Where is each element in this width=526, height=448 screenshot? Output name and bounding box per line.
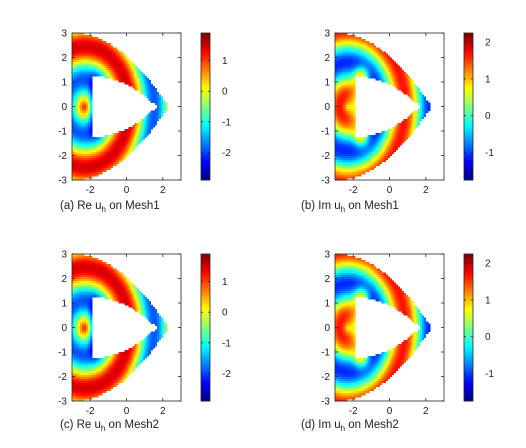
colorbar-tick-label: 1 [485,74,491,85]
x-tick-label: 2 [160,185,166,196]
x-tick-label: -2 [349,185,358,196]
field-cell [161,96,163,98]
y-tick-label: -1 [58,127,67,138]
caption-a: (a) Re uh on Mesh1 [60,200,160,212]
y-tick-label: 0 [61,102,67,113]
colorbar-step [201,33,210,36]
colorbar-tick-label: 0 [485,111,491,122]
field-cell [149,80,151,82]
colorbar-step [464,33,473,36]
y-tick-label: 1 [61,78,67,89]
y-tick-label: -2 [321,151,330,162]
field-cell [424,96,426,98]
colorbar-tick-label: 2 [485,38,491,49]
y-tick-label: -2 [58,151,67,162]
x-tick-label: 0 [387,185,393,196]
field-cell [155,88,157,90]
x-tick-label: 2 [423,185,429,196]
field-cell [418,88,420,90]
colorbar: -2 -1 0 1 [201,33,231,181]
colorbar-tick-label: 1 [222,56,228,67]
colorbar-tick-label: -1 [485,148,494,159]
plot-area: -2 0 2 -3 -2 -1 0 1 2 3 [321,29,444,197]
y-tick-label: 3 [61,29,67,40]
y-tick-label: -3 [58,176,67,187]
y-tick-label: 2 [324,53,330,64]
colorbar-tick-label: -1 [222,117,231,128]
field-cell [428,102,430,104]
x-tick-label: 0 [124,185,130,196]
plot-a: -2 0 2 -3 -2 -1 0 1 2 3 -2 -1 0 1 [0,0,263,221]
field-cell [165,102,167,104]
colorbar-tick-label: -2 [222,148,231,159]
panel-b: -2 0 2 -3 -2 -1 0 1 2 3 -1 0 1 2 (b) Im uh on Mesh1 [263,0,526,221]
field-cell [412,80,414,82]
plot-b: -2 0 2 -3 -2 -1 0 1 2 3 -1 0 1 2 [263,0,526,221]
y-tick-label: 2 [61,53,67,64]
y-tick-label: 0 [324,102,330,113]
plot-area: -2 0 2 -3 -2 -1 0 1 2 3 [58,29,181,197]
y-tick-label: 1 [324,78,330,89]
y-tick-label: -3 [321,176,330,187]
y-tick-label: 3 [324,29,330,40]
colorbar: -1 0 1 2 [464,33,494,181]
caption-b: (b) Im uh on Mesh1 [301,200,399,212]
x-tick-label: -2 [86,185,95,196]
colorbar-tick-label: 0 [222,87,228,98]
y-tick-label: -1 [321,127,330,138]
panel-a: -2 0 2 -3 -2 -1 0 1 2 3 -2 -1 0 1 (a) Re uh on Mesh1 [0,0,263,221]
